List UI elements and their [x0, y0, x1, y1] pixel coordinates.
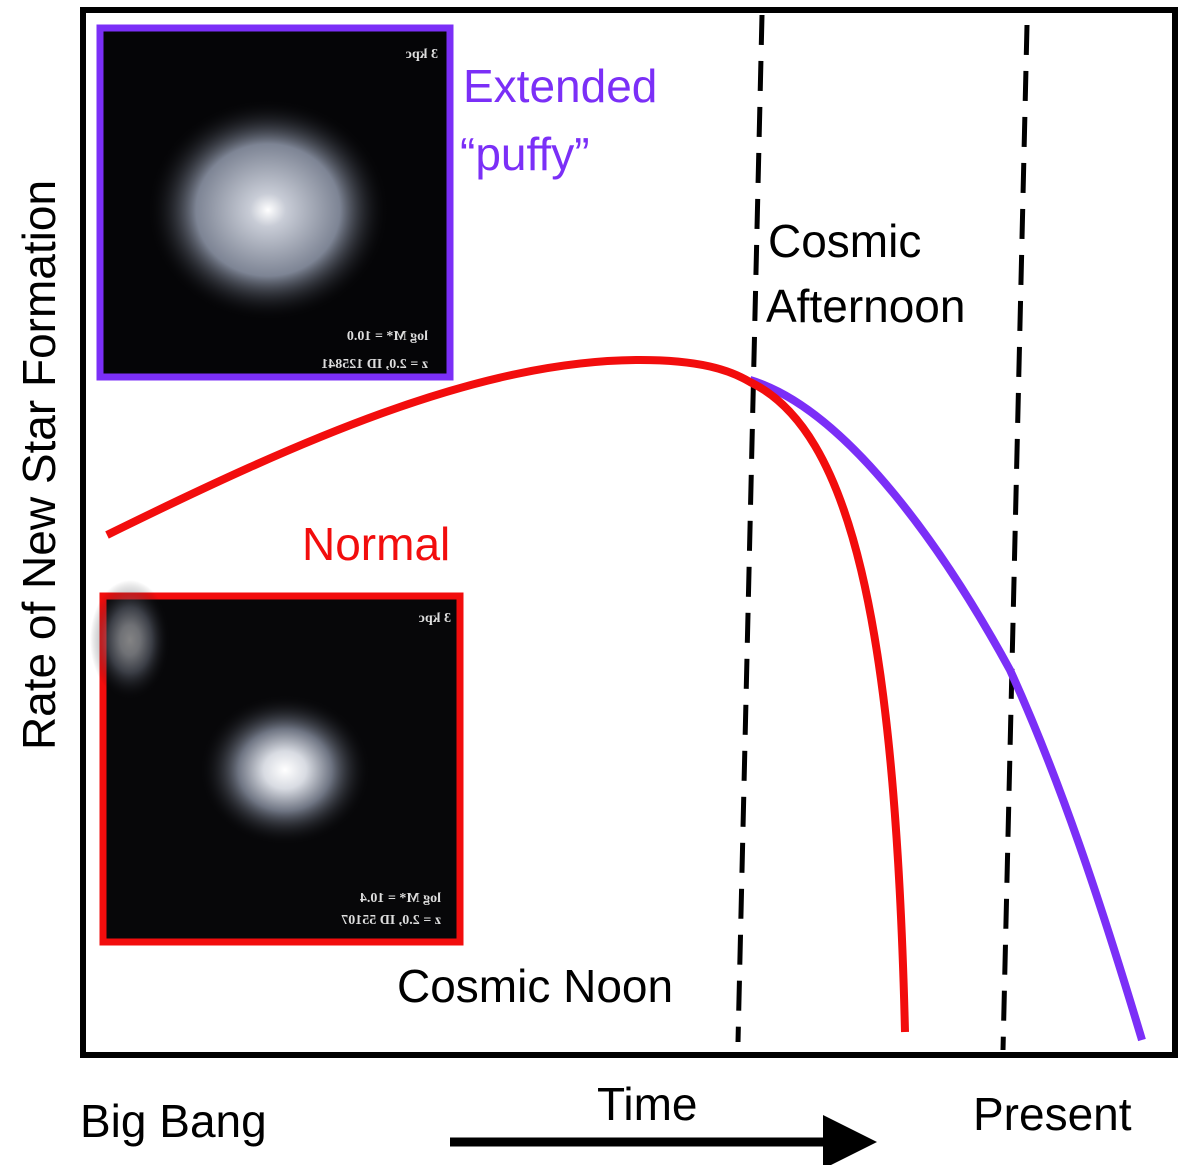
- galaxy-image: 3 kpc log M* = 10.0 z = 2.0, ID 125841: [100, 28, 450, 377]
- era-label: Afternoon: [766, 280, 965, 332]
- era-line: [738, 15, 762, 1042]
- galaxy-label: “puffy”: [460, 128, 590, 180]
- era-label: Cosmic: [768, 215, 921, 267]
- x-axis-label: Time: [597, 1078, 698, 1130]
- scale-label: 3 kpc: [419, 611, 451, 626]
- galaxy-label: Normal: [302, 518, 450, 570]
- galaxy-label: Extended: [463, 60, 657, 112]
- x-start-label: Big Bang: [80, 1095, 267, 1147]
- id-label: z = 2.0, ID 55107: [341, 913, 441, 928]
- extended-curve: [750, 380, 1142, 1040]
- scale-label: 3 kpc: [406, 47, 438, 62]
- era-label: Cosmic Noon: [397, 960, 673, 1012]
- era-line: [1003, 25, 1027, 1050]
- x-end-label: Present: [973, 1088, 1132, 1140]
- mass-label: log M* = 10.4: [360, 891, 441, 906]
- y-axis-label: Rate of New Star Formation: [13, 180, 65, 750]
- galaxy-image: 3 kpc log M* = 10.4 z = 2.0, ID 55107: [90, 580, 460, 942]
- diagram: 3 kpc log M* = 10.0 z = 2.0, ID 125841 3…: [0, 0, 1186, 1165]
- mass-label: log M* = 10.0: [347, 329, 428, 344]
- id-label: z = 2.0, ID 125841: [321, 357, 428, 372]
